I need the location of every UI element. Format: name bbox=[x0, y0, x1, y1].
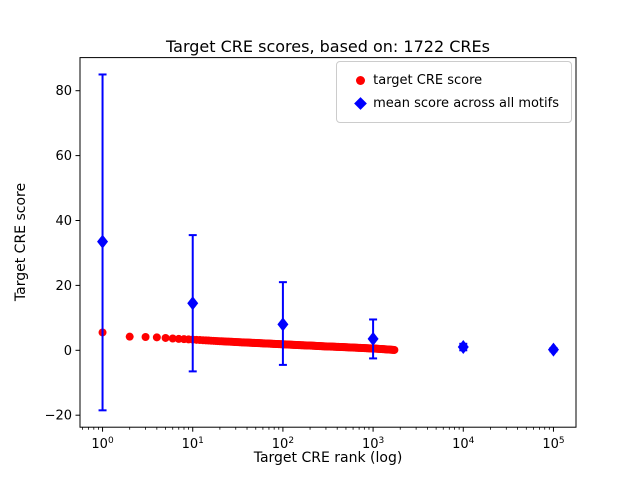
y-axis-label: Target CRE score bbox=[13, 182, 29, 302]
legend-item-target-cre-score: target CRE score bbox=[347, 69, 559, 92]
legend-circle-marker-icon bbox=[347, 76, 373, 85]
svg-text:−20: −20 bbox=[45, 409, 72, 424]
legend-label-target-cre-score: target CRE score bbox=[373, 73, 483, 88]
svg-text:40: 40 bbox=[55, 214, 72, 229]
svg-text:80: 80 bbox=[55, 84, 72, 99]
legend-diamond-marker-icon bbox=[347, 97, 373, 110]
legend-label-mean-score: mean score across all motifs bbox=[373, 96, 559, 111]
svg-text:20: 20 bbox=[55, 279, 72, 294]
legend-item-mean-score: mean score across all motifs bbox=[347, 92, 559, 115]
svg-text:60: 60 bbox=[55, 149, 72, 164]
legend: target CRE score mean score across all m… bbox=[336, 61, 572, 123]
chart-title: Target CRE scores, based on: 1722 CREs bbox=[166, 37, 490, 56]
x-axis-label: Target CRE rank (log) bbox=[253, 450, 403, 466]
svg-text:0: 0 bbox=[64, 344, 72, 359]
